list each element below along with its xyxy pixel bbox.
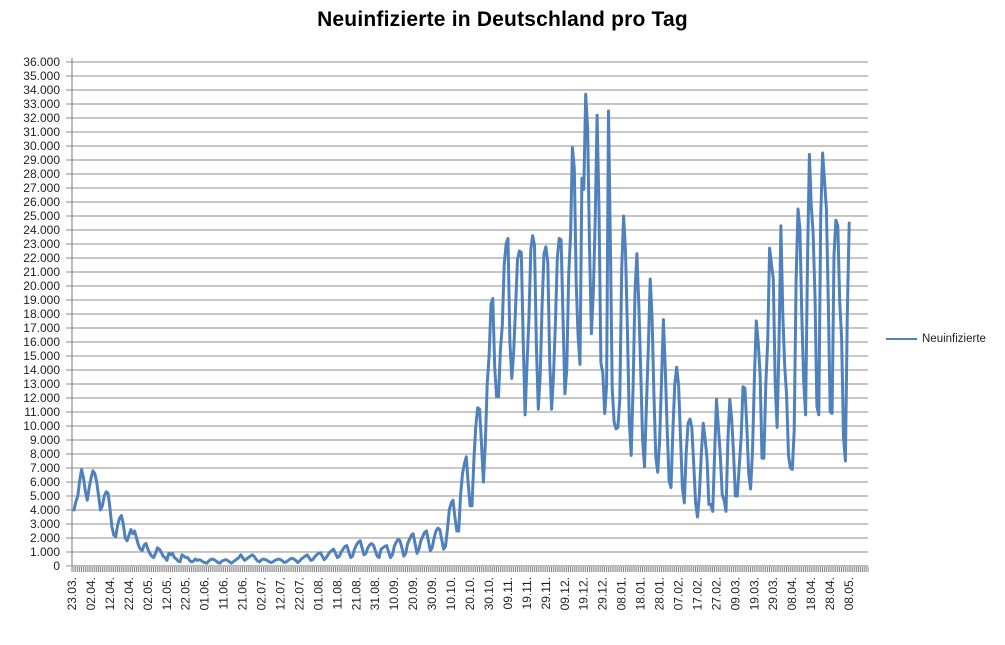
y-tick-label: 26.000 (23, 195, 60, 209)
x-tick-label: 09.11. (501, 577, 515, 609)
x-tick-label: 29.11. (539, 577, 553, 609)
x-tick-label: 09.12. (558, 577, 572, 610)
legend-line-swatch (886, 338, 917, 340)
y-tick-label: 16.000 (23, 335, 60, 349)
x-tick-label: 02.04. (84, 577, 98, 610)
x-tick-label: 31.08. (368, 577, 382, 610)
x-tick-label: 02.07. (255, 577, 269, 610)
x-tick-label: 27.02. (709, 577, 723, 610)
x-tick-label: 12.07. (273, 577, 287, 610)
x-tick-label: 29.03. (766, 577, 780, 610)
x-tick-label: 28.04. (823, 577, 837, 610)
y-tick-label: 5.000 (30, 489, 60, 503)
y-tick-label: 20.000 (23, 279, 60, 293)
x-tick-label: 19.12. (577, 577, 591, 610)
x-tick-label: 28.01. (653, 577, 667, 610)
x-tick-label: 20.09. (406, 577, 420, 610)
x-tick-label: 08.04. (785, 577, 799, 610)
y-tick-label: 10.000 (23, 419, 60, 433)
x-tick-label: 22.04. (122, 577, 136, 610)
y-tick-label: 21.000 (23, 265, 60, 279)
x-tick-label: 01.08. (311, 577, 325, 610)
x-tick-label: 19.03. (747, 577, 761, 610)
x-tick-label: 12.04. (103, 577, 117, 610)
y-tick-label: 27.000 (23, 181, 60, 195)
y-tick-label: 15.000 (23, 349, 60, 363)
x-tick-label: 19.11. (520, 577, 534, 609)
x-tick-label: 30.09. (425, 577, 439, 610)
y-tick-label: 6.000 (30, 475, 60, 489)
x-axis-tick-labels: 23.03. 02.04. 12.04. 22.04. 02.05. 12.05. 22.0… (65, 577, 856, 610)
y-tick-label: 0 (53, 559, 60, 573)
legend-label: Neuinfizierte (922, 333, 986, 345)
y-tick-label: 35.000 (23, 69, 60, 83)
x-tick-label: 10.09. (387, 577, 401, 610)
y-tick-label: 34.000 (23, 83, 60, 97)
x-tick-label: 21.06. (236, 577, 250, 610)
y-tick-label: 23.000 (23, 237, 60, 251)
y-tick-label: 31.000 (23, 125, 60, 139)
x-tick-label: 01.06. (198, 577, 212, 610)
y-tick-label: 13.000 (23, 377, 60, 391)
y-tick-label: 24.000 (23, 223, 60, 237)
y-tick-label: 2.000 (30, 531, 60, 545)
series-line-neuinfizierte[interactable] (72, 92, 851, 565)
legend[interactable]: Neuinfizierte (886, 333, 986, 345)
y-tick-label: 11.000 (24, 405, 60, 419)
x-tick-label: 23.03. (65, 577, 79, 610)
x-tick-label: 18.01. (634, 577, 648, 610)
y-tick-label: 12.000 (23, 391, 60, 405)
y-tick-label: 18.000 (23, 307, 60, 321)
x-tick-label: 10.10. (444, 577, 458, 610)
gridlines (66, 61, 868, 567)
x-tick-label: 09.03. (728, 577, 742, 610)
x-tick-label: 12.05. (160, 577, 174, 610)
x-axis-ticks (71, 567, 869, 572)
y-tick-label: 28.000 (23, 167, 60, 181)
y-tick-label: 25.000 (23, 209, 60, 223)
y-tick-label: 30.000 (23, 139, 60, 153)
x-tick-label: 30.10. (482, 577, 496, 610)
y-tick-label: 33.000 (23, 97, 60, 111)
x-tick-label: 08.01. (615, 577, 629, 610)
y-tick-label: 36.000 (23, 55, 60, 69)
y-tick-label: 29.000 (23, 153, 60, 167)
y-tick-label: 22.000 (23, 251, 60, 265)
y-tick-label: 14.000 (23, 363, 60, 377)
x-tick-label: 18.04. (804, 577, 818, 610)
y-tick-label: 32.000 (23, 111, 60, 125)
x-tick-label: 29.12. (596, 577, 610, 610)
y-tick-label: 4.000 (30, 503, 60, 517)
x-tick-label: 21.08. (349, 577, 363, 610)
y-tick-label: 3.000 (30, 517, 60, 531)
y-tick-label: 17.000 (23, 321, 60, 335)
x-tick-label: 11.08. (330, 577, 344, 609)
x-tick-label: 20.10. (463, 577, 477, 610)
y-axis-tick-labels: 36.00035.00034.00033.00032.00031.00030.0… (23, 55, 60, 573)
y-tick-label: 19.000 (23, 293, 60, 307)
y-tick-label: 7.000 (30, 461, 60, 475)
chart-title: Neuinfizierte in Deutschland pro Tag (317, 8, 688, 31)
x-tick-label: 08.05. (842, 577, 856, 610)
x-tick-label: 11.06. (217, 577, 231, 609)
x-tick-label: 17.02. (690, 577, 704, 610)
y-tick-label: 1.000 (30, 545, 60, 559)
x-tick-label: 22.07. (292, 577, 306, 610)
y-tick-label: 8.000 (30, 447, 60, 461)
x-tick-label: 07.02. (671, 577, 685, 610)
y-tick-label: 9.000 (30, 433, 60, 447)
x-tick-label: 02.05. (141, 577, 155, 610)
x-tick-label: 22.05. (179, 577, 193, 610)
